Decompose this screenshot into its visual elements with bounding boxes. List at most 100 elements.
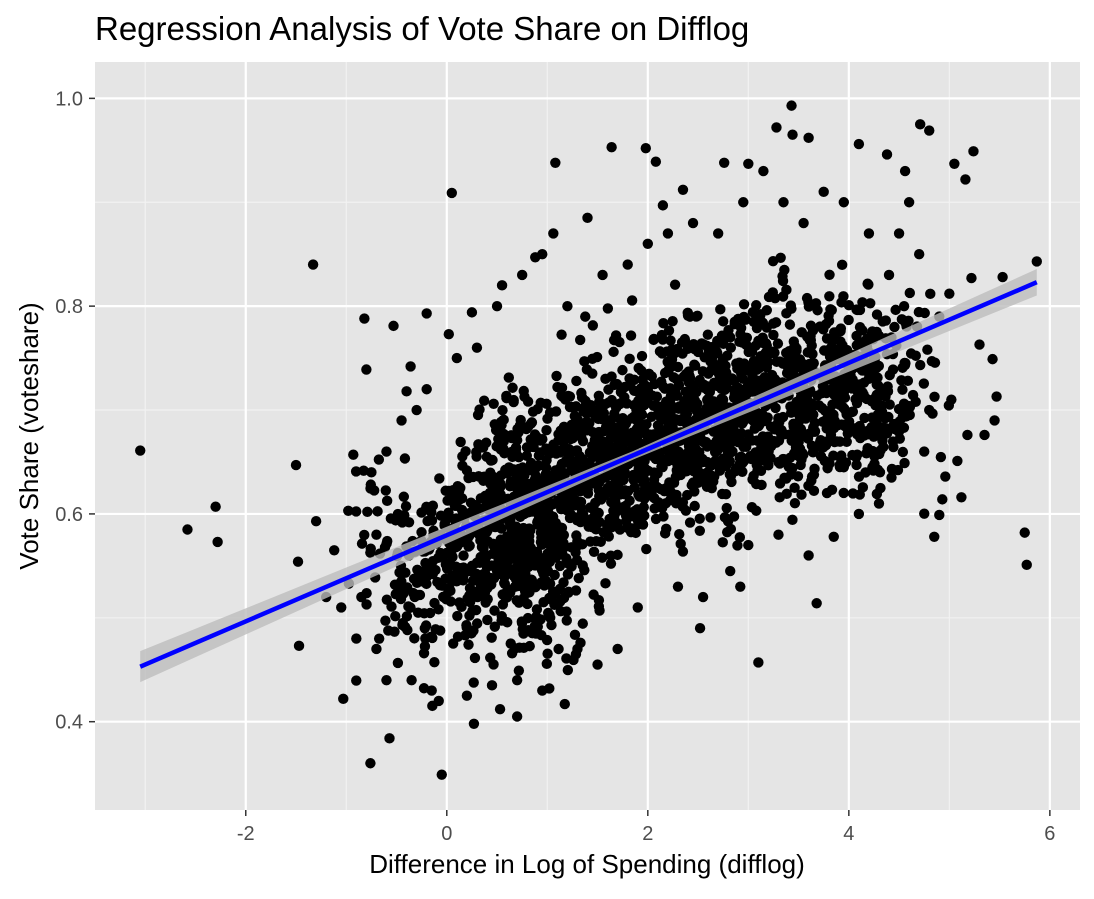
data-point — [472, 409, 484, 421]
data-point — [671, 390, 683, 402]
data-point — [443, 328, 454, 340]
data-point — [407, 587, 419, 599]
data-point — [591, 440, 602, 452]
data-point — [406, 674, 417, 686]
data-point — [744, 376, 756, 388]
data-point — [182, 524, 193, 535]
data-point — [443, 485, 455, 497]
data-point — [594, 605, 605, 616]
data-point — [696, 338, 707, 349]
data-point — [841, 436, 852, 448]
data-point — [863, 228, 875, 239]
data-point — [743, 158, 754, 170]
data-point — [501, 392, 512, 404]
data-point — [576, 392, 588, 403]
data-point — [636, 409, 648, 421]
data-point — [687, 217, 699, 229]
data-point — [871, 379, 882, 390]
data-point — [648, 474, 660, 486]
data-point — [728, 425, 739, 437]
data-point — [732, 540, 743, 551]
data-point — [615, 414, 626, 426]
data-point — [420, 620, 432, 631]
data-point — [603, 531, 614, 542]
data-point — [781, 308, 792, 319]
data-point — [356, 591, 367, 603]
data-point — [544, 509, 556, 521]
data-point — [365, 547, 376, 558]
data-point — [867, 445, 878, 457]
data-point — [468, 718, 480, 729]
data-point — [665, 335, 676, 346]
data-point — [721, 380, 732, 392]
data-point — [525, 464, 536, 476]
data-point — [513, 463, 525, 475]
data-point — [466, 307, 478, 318]
data-point — [899, 357, 910, 369]
data-point — [578, 509, 589, 520]
data-point — [769, 347, 780, 358]
data-point — [560, 394, 571, 405]
data-point — [212, 536, 223, 548]
data-point — [617, 364, 628, 376]
data-point — [857, 297, 868, 308]
data-point — [478, 475, 489, 486]
data-point — [433, 695, 444, 707]
data-point — [661, 523, 672, 535]
data-point — [773, 529, 784, 540]
data-point — [960, 174, 971, 185]
data-point — [522, 612, 534, 624]
data-point — [593, 390, 605, 401]
data-point — [361, 599, 372, 610]
data-point — [350, 466, 362, 477]
data-point — [926, 355, 938, 367]
data-point — [871, 309, 883, 320]
data-point — [929, 531, 940, 542]
data-point — [537, 685, 548, 696]
data-point — [384, 733, 395, 744]
data-point — [656, 329, 668, 341]
data-point — [796, 454, 807, 465]
data-point — [541, 634, 553, 646]
data-point — [674, 401, 685, 412]
data-point — [640, 143, 651, 154]
data-point — [487, 454, 498, 466]
data-point — [756, 479, 767, 491]
data-point — [838, 197, 850, 208]
data-point — [411, 404, 422, 416]
data-point — [735, 581, 746, 592]
data-point — [587, 521, 598, 533]
data-point — [434, 473, 445, 484]
data-point — [511, 579, 523, 590]
data-point — [717, 397, 728, 408]
data-point — [822, 463, 833, 474]
data-point — [694, 513, 705, 524]
data-point — [658, 318, 669, 329]
data-point — [399, 453, 411, 464]
data-point — [910, 350, 921, 361]
data-point — [789, 482, 800, 494]
data-point — [579, 356, 590, 367]
data-point — [538, 523, 550, 534]
data-point — [459, 630, 471, 641]
data-point — [498, 436, 509, 447]
data-point — [899, 457, 910, 469]
data-point — [721, 502, 732, 514]
data-point — [446, 576, 457, 587]
data-point — [871, 488, 883, 500]
data-point — [741, 332, 753, 343]
data-point — [987, 353, 998, 365]
data-point — [421, 384, 432, 395]
data-point — [400, 500, 412, 512]
data-point — [1031, 256, 1042, 267]
data-point — [765, 452, 776, 464]
data-point — [561, 615, 572, 626]
data-point — [867, 331, 879, 342]
data-point — [725, 565, 736, 577]
data-point — [746, 360, 758, 371]
data-point — [724, 455, 736, 467]
data-point — [544, 609, 555, 620]
data-point — [471, 342, 483, 353]
data-point — [841, 406, 852, 418]
data-point — [956, 492, 967, 503]
